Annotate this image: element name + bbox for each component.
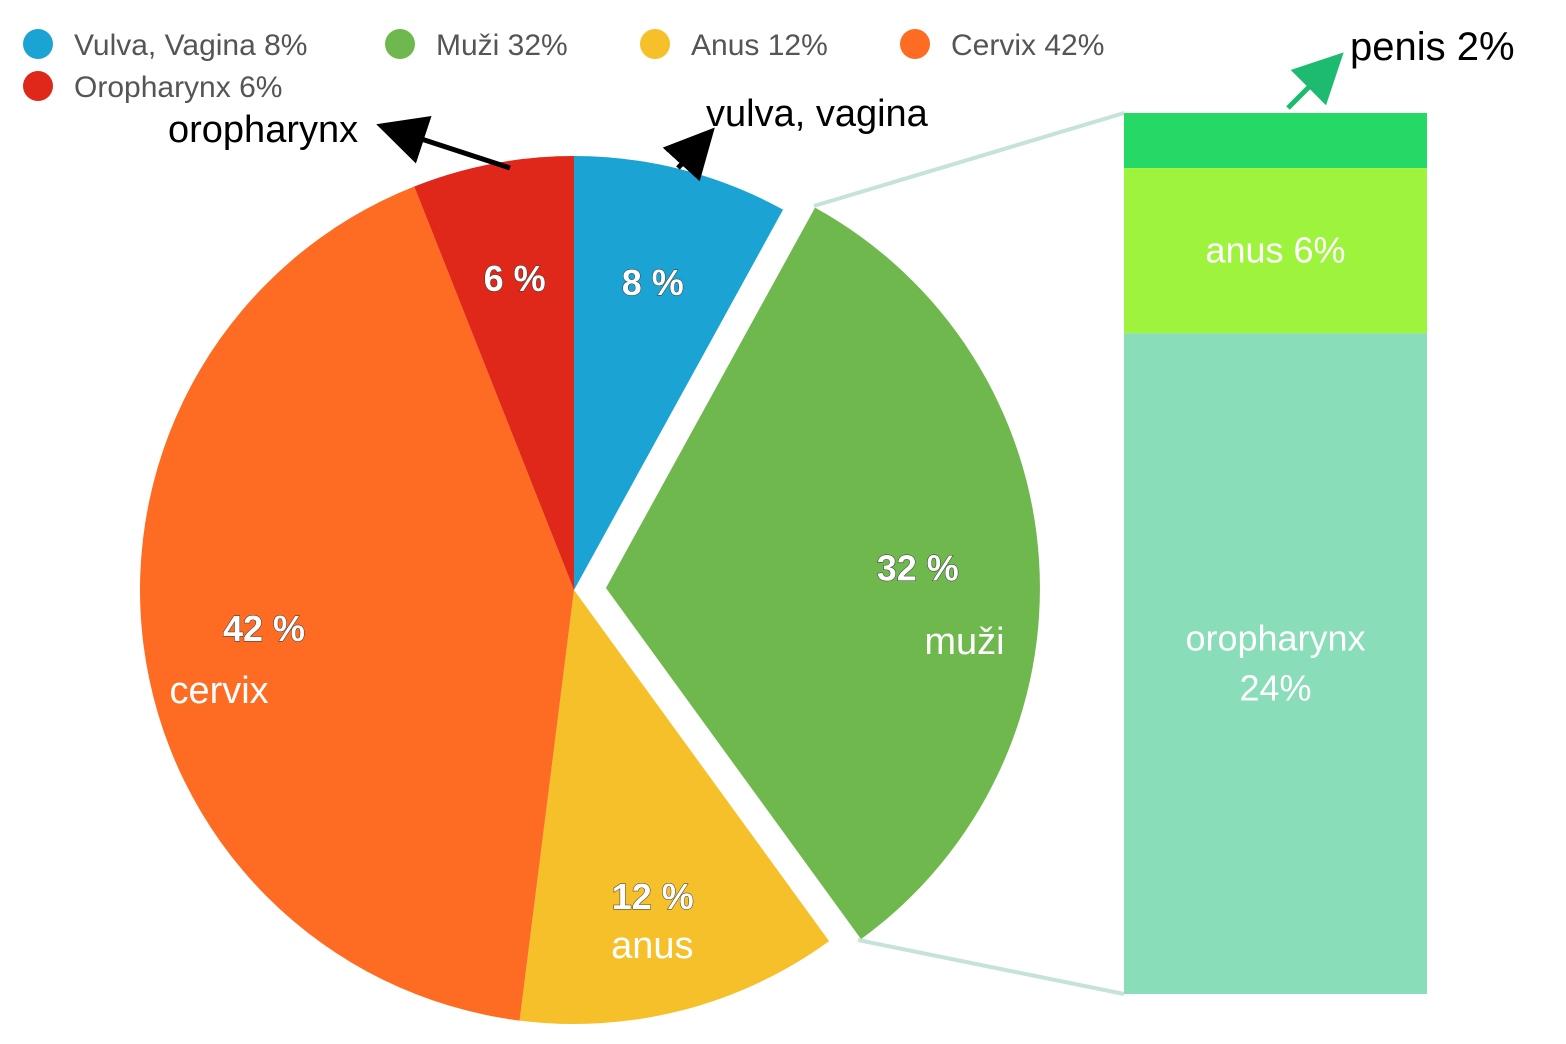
legend-label: Anus 12%	[691, 29, 828, 62]
callout-arrow-oropharynx	[376, 116, 511, 171]
legend-swatch	[385, 29, 415, 59]
pie-slice-anus	[519, 590, 830, 1024]
pie-slice-cervix	[140, 186, 574, 1021]
bar-label-anus: anus 6%	[1205, 230, 1345, 271]
pie-slice-muzi	[605, 207, 1040, 940]
bar-label-oropharynx: 24%	[1239, 668, 1311, 709]
legend-label: Oropharynx 6%	[74, 71, 282, 104]
callout-arrow-penis	[1286, 52, 1344, 110]
pie-name-label-cervix: cervix	[169, 670, 268, 712]
legend-item: Anus 12%	[640, 29, 828, 62]
callout-label-penis: penis 2%	[1350, 25, 1515, 69]
pie-pct-label-oropharynx: 6 %	[484, 258, 546, 299]
pie-pct-label-muzi: 32 %	[877, 547, 959, 588]
pie-pct-label-vulva: 8 %	[622, 262, 684, 303]
pie-name-label-muzi: muži	[924, 621, 1004, 663]
callout-vulva: vulva, vagina	[662, 93, 929, 182]
breakdown-connectors	[813, 111, 1125, 996]
callout-label-oropharynx: oropharynx	[168, 109, 358, 151]
connector-line-top	[813, 111, 1125, 208]
legend: Vulva, Vagina 8% Muži 32% Anus 12% Cervi…	[23, 29, 1104, 104]
pie-pct-label-anus: 12 %	[612, 876, 694, 917]
bar-label-oropharynx: oropharynx	[1185, 618, 1365, 659]
legend-label: Vulva, Vagina 8%	[74, 29, 307, 62]
legend-swatch	[900, 29, 930, 59]
legend-label: Muži 32%	[436, 29, 568, 62]
callout-label-vulva: vulva, vagina	[706, 93, 929, 135]
pie-slices	[140, 156, 1040, 1024]
bar-segment-anus	[1124, 168, 1427, 334]
pie-labels: 8 % 32 % muži 12 % anus 42 % cervix 6 %	[169, 257, 1004, 967]
bar-segment-penis	[1124, 113, 1427, 169]
legend-item: Cervix 42%	[900, 29, 1104, 62]
legend-swatch	[23, 71, 53, 101]
legend-item: Muži 32%	[385, 29, 568, 62]
bar-segment-oropharynx	[1124, 333, 1427, 994]
legend-swatch	[23, 29, 53, 59]
callout-oropharynx: oropharynx	[168, 109, 511, 171]
pie-name-label-anus: anus	[611, 925, 693, 967]
pie-slice-vulva	[574, 156, 784, 590]
legend-item: Oropharynx 6%	[23, 71, 282, 104]
connector-line-bottom	[857, 938, 1125, 996]
pie-pct-label-cervix: 42 %	[223, 608, 305, 649]
legend-item: Vulva, Vagina 8%	[23, 29, 307, 62]
callout-penis: penis 2%	[1286, 25, 1515, 110]
pie-slice-oropharynx	[414, 156, 574, 590]
callout-arrow-vulva	[662, 127, 715, 182]
legend-label: Cervix 42%	[951, 29, 1104, 62]
breakdown-bar: anus 6% oropharynx 24%	[1124, 113, 1427, 994]
legend-swatch	[640, 29, 670, 59]
